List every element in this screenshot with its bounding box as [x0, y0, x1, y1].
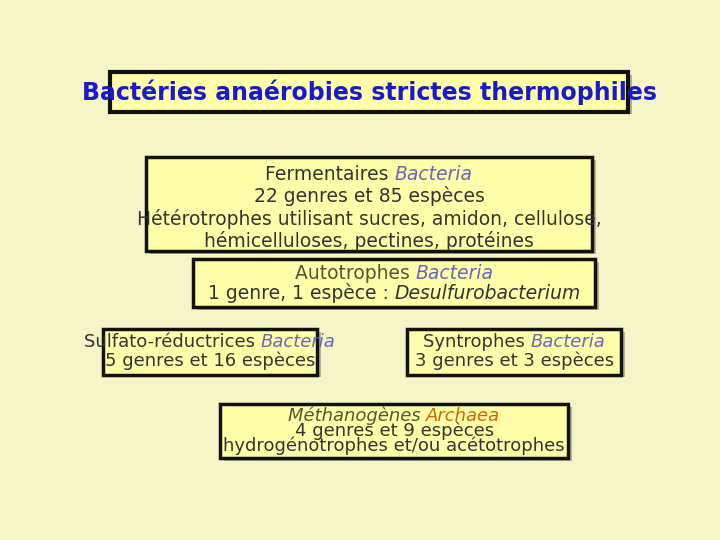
Text: 1 genre, 1 espèce :: 1 genre, 1 espèce : [207, 283, 395, 303]
FancyBboxPatch shape [102, 329, 318, 375]
FancyBboxPatch shape [197, 262, 599, 310]
Text: 3 genres et 3 espèces: 3 genres et 3 espèces [415, 352, 613, 370]
Text: hémicelluloses, pectines, protéines: hémicelluloses, pectines, protéines [204, 231, 534, 251]
Text: hydrogénotrophes et/ou acétotrophes: hydrogénotrophes et/ou acétotrophes [223, 436, 565, 455]
Text: Archaea: Archaea [426, 407, 500, 425]
Text: Autotrophes: Autotrophes [294, 264, 415, 282]
FancyBboxPatch shape [109, 72, 629, 112]
FancyBboxPatch shape [220, 404, 569, 458]
FancyBboxPatch shape [410, 332, 626, 377]
Text: Bacteria: Bacteria [415, 264, 493, 282]
Text: Bacteria: Bacteria [261, 333, 336, 351]
Text: 4 genres et 9 espèces: 4 genres et 9 espèces [294, 421, 494, 440]
FancyBboxPatch shape [145, 157, 593, 251]
Text: Méthanogènes: Méthanogènes [288, 407, 426, 425]
Text: 22 genres et 85 espèces: 22 genres et 85 espèces [253, 186, 485, 206]
Text: 5 genres et 16 espèces: 5 genres et 16 espèces [105, 352, 315, 370]
Text: Bacteria: Bacteria [531, 333, 606, 351]
Text: Sulfato-réductrices: Sulfato-réductrices [84, 333, 261, 351]
Text: Hétérotrophes utilisant sucres, amidon, cellulose,: Hétérotrophes utilisant sucres, amidon, … [137, 208, 601, 228]
Text: Desulfurobacterium: Desulfurobacterium [395, 284, 580, 302]
Text: Bactéries anaérobies strictes thermophiles: Bactéries anaérobies strictes thermophil… [81, 79, 657, 105]
FancyBboxPatch shape [193, 259, 595, 307]
Text: Syntrophes: Syntrophes [423, 333, 531, 351]
Text: Bacteria: Bacteria [395, 165, 473, 184]
FancyBboxPatch shape [114, 75, 632, 114]
FancyBboxPatch shape [107, 332, 321, 377]
FancyBboxPatch shape [407, 329, 621, 375]
FancyBboxPatch shape [224, 407, 572, 461]
Text: Fermentaires: Fermentaires [265, 165, 395, 184]
FancyBboxPatch shape [150, 160, 596, 254]
